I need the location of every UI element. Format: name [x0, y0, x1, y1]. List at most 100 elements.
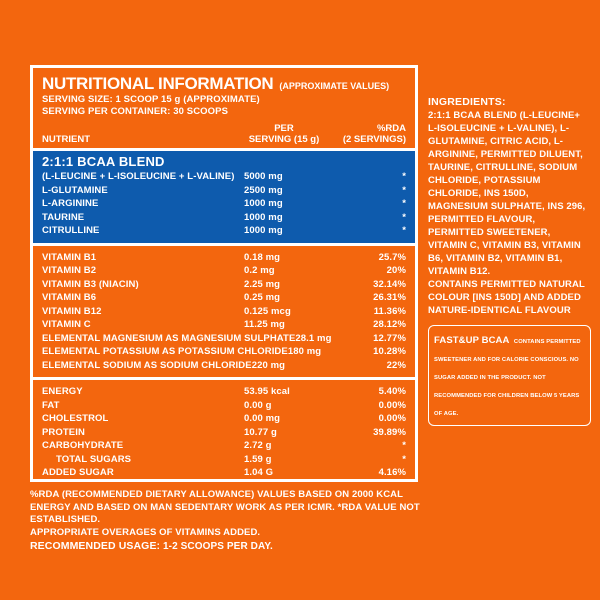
panel-header: NUTRITIONAL INFORMATION (APPROXIMATE VAL…	[33, 68, 415, 148]
nutrient-name: ADDED SUGAR	[42, 467, 114, 478]
nutrient-amount: 1.59 g	[244, 453, 272, 465]
bcaa-blend-section: 2:1:1 BCAA BLEND (L-LEUCINE + L-ISOLEUCI…	[33, 148, 415, 246]
nutrient-name: VITAMIN B1	[42, 251, 97, 263]
ingredients-column: INGREDIENTS: 2:1:1 BCAA BLEND (L-LEUCINE…	[428, 95, 591, 426]
table-row: VITAMIN B3 (NIACIN) 2.25 mg 32.14%	[42, 278, 406, 292]
nutrient-rda: 28.12%	[373, 319, 406, 330]
nutrient-amount: 180 mg	[287, 346, 322, 357]
nutrient-rda: 39.89%	[373, 426, 406, 438]
table-row: L-ARGININE 1000 mg *	[42, 197, 406, 211]
table-row: TOTAL SUGARS 1.59 g *	[42, 453, 406, 467]
nutrient-rda: 11.36%	[373, 305, 406, 317]
nutrient-amount: 2.25 mg	[244, 278, 281, 290]
nutrient-amount: 28.1 mg	[295, 332, 332, 344]
nutrient-amount: 53.95 kcal	[244, 386, 290, 397]
nutrient-rda: 32.14%	[373, 278, 406, 290]
nutrient-amount: 1.04 G	[244, 467, 274, 478]
nutrient-name: VITAMIN B2	[42, 265, 97, 276]
nutrient-amount: 0.25 mg	[244, 292, 281, 303]
nutrient-name: VITAMIN C	[42, 319, 91, 330]
col-rda: %RDA (2 SERVINGS)	[334, 123, 406, 145]
nutrient-rda: *	[402, 211, 406, 223]
column-headers: NUTRIENT PER SERVING (15 g) %RDA (2 SERV…	[42, 123, 406, 145]
nutrient-rda: 12.77%	[373, 332, 406, 344]
nutrient-amount: 1000 mg	[244, 211, 283, 223]
nutrient-name: TAURINE	[42, 211, 85, 223]
table-row: ELEMENTAL SODIUM AS SODIUM CHLORIDE 220 …	[42, 359, 406, 373]
nutrient-rda: *	[402, 198, 406, 209]
col-per-line2: SERVING (15 g)	[248, 134, 320, 145]
nutrient-name: ELEMENTAL MAGNESIUM AS MAGNESIUM SULPHAT…	[42, 332, 296, 344]
nutrient-amount: 1000 mg	[244, 225, 283, 236]
colour-note: CONTAINS PERMITTED NATURAL COLOUR [INS 1…	[428, 279, 585, 316]
table-row: CITRULLINE 1000 mg *	[42, 224, 406, 238]
vitamins-minerals-section: VITAMIN B1 0.18 mg 25.7% VITAMIN B2 0.2 …	[33, 246, 415, 380]
macros-section: ENERGY 53.95 kcal 5.40% FAT 0.00 g 0.00%…	[33, 380, 415, 486]
table-row: VITAMIN B6 0.25 mg 26.31%	[42, 291, 406, 305]
serving-size: SERVING SIZE: 1 SCOOP 15 g (APPROXIMATE)	[42, 94, 260, 105]
nutrient-rda: 5.40%	[378, 386, 406, 397]
nutrient-amount: 2.72 g	[244, 440, 272, 451]
table-row: FAT 0.00 g 0.00%	[42, 399, 406, 413]
nutrient-name: VITAMIN B6	[42, 292, 97, 303]
nutrient-rda: 0.00%	[378, 413, 406, 424]
table-row: VITAMIN B1 0.18 mg 25.7%	[42, 251, 406, 265]
table-row: VITAMIN C 11.25 mg 28.12%	[42, 318, 406, 332]
table-row: TAURINE 1000 mg *	[42, 211, 406, 225]
ingredients-heading: INGREDIENTS:	[428, 96, 506, 108]
col-per-serving: PER SERVING (15 g)	[234, 123, 334, 145]
usage-text: 1-2 SCOOPS PER DAY.	[160, 541, 273, 552]
rda-footnote: %RDA (RECOMMENDED DIETARY ALLOWANCE) VAL…	[30, 489, 420, 525]
nutrient-amount: 5000 mg	[244, 171, 283, 182]
nutrient-name: FAT	[42, 399, 60, 411]
nutrient-name: L-ARGININE	[42, 198, 99, 209]
blend-title: 2:1:1 BCAA BLEND	[42, 154, 165, 169]
nutrient-rda: *	[402, 171, 406, 182]
usage-label: RECOMMENDED USAGE:	[30, 540, 161, 552]
nutrient-name: CITRULLINE	[42, 225, 100, 236]
nutrient-amount: 0.125 mcg	[244, 305, 291, 317]
col-nutrient: NUTRIENT	[42, 134, 91, 145]
table-row: ADDED SUGAR 1.04 G 4.16%	[42, 466, 406, 480]
nutrition-panel: NUTRITIONAL INFORMATION (APPROXIMATE VAL…	[30, 65, 418, 482]
table-row: PROTEIN 10.77 g 39.89%	[42, 426, 406, 440]
nutrient-amount: 1000 mg	[244, 198, 283, 209]
nutrient-rda: 10.28%	[373, 346, 406, 357]
nutrient-name: VITAMIN B3 (NIACIN)	[42, 278, 139, 290]
nutrient-amount: 0.00 mg	[244, 413, 281, 424]
nutrient-name: ELEMENTAL SODIUM AS SODIUM CHLORIDE	[42, 359, 252, 371]
nutrient-rda: 4.16%	[378, 467, 406, 478]
nutrient-amount: 10.77 g	[244, 426, 277, 438]
nutrient-rda: *	[402, 225, 406, 236]
warning-text: CONTAINS PERMITTED SWEETENER AND FOR CAL…	[434, 339, 581, 417]
nutrient-name: VITAMIN B12	[42, 305, 102, 317]
nutrient-amount: 220 mg	[251, 359, 286, 371]
panel-title: NUTRITIONAL INFORMATION	[42, 74, 274, 93]
nutrient-rda: *	[402, 453, 406, 465]
table-row: CARBOHYDRATE 2.72 g *	[42, 439, 406, 453]
overages-footnote: APPROPRIATE OVERAGES OF VITAMINS ADDED.	[30, 526, 261, 538]
nutrient-name: TOTAL SUGARS	[56, 453, 132, 465]
nutrient-rda: *	[402, 440, 406, 451]
table-row: VITAMIN B2 0.2 mg 20%	[42, 264, 406, 278]
nutrient-rda: *	[402, 184, 406, 196]
nutrient-rda: 26.31%	[373, 292, 406, 303]
brand-name: FAST&UP BCAA	[434, 335, 510, 346]
table-row: CHOLESTROL 0.00 mg 0.00%	[42, 412, 406, 426]
nutrient-amount: 0.00 g	[244, 399, 272, 411]
nutrient-name: ELEMENTAL POTASSIUM AS POTASSIUM CHLORID…	[42, 346, 288, 357]
nutrient-rda: 20%	[386, 265, 406, 276]
nutrient-name: L-GLUTAMINE	[42, 184, 108, 196]
nutrient-rda: 22%	[386, 359, 406, 371]
nutrient-name: CARBOHYDRATE	[42, 440, 124, 451]
warning-box: FAST&UP BCAA CONTAINS PERMITTED SWEETENE…	[428, 325, 591, 426]
nutrient-name: ENERGY	[42, 386, 83, 397]
col-rda-line2: (2 SERVINGS)	[342, 134, 406, 145]
table-row: VITAMIN B12 0.125 mcg 11.36%	[42, 305, 406, 319]
usage-footnote: RECOMMENDED USAGE: 1-2 SCOOPS PER DAY.	[30, 540, 422, 554]
table-row: ELEMENTAL MAGNESIUM AS MAGNESIUM SULPHAT…	[42, 332, 406, 346]
table-row: ENERGY 53.95 kcal 5.40%	[42, 385, 406, 399]
nutrient-amount: 2500 mg	[244, 184, 283, 196]
nutrient-name: PROTEIN	[42, 426, 85, 438]
